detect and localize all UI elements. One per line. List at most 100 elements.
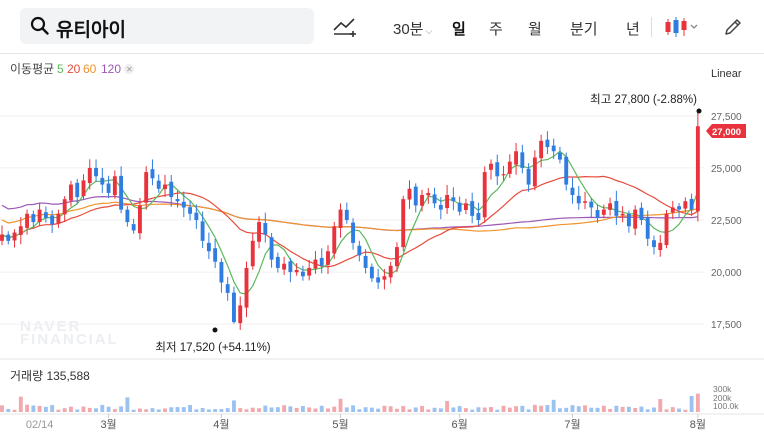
volume-bar xyxy=(620,406,625,412)
period-month-tab[interactable]: 월 xyxy=(528,21,542,38)
volume-bar xyxy=(288,406,293,412)
candle-body xyxy=(25,213,30,228)
candle-body xyxy=(382,276,387,280)
candle-body xyxy=(131,224,136,231)
ma-remove-button[interactable] xyxy=(124,64,134,74)
volume-bar xyxy=(344,407,349,412)
volume-bar xyxy=(507,407,512,412)
volume-bar xyxy=(12,409,17,412)
volume-bar xyxy=(545,405,550,412)
candle-body xyxy=(426,192,431,196)
x-tick-label: 6월 xyxy=(452,418,468,431)
candle-body xyxy=(601,209,606,215)
candle-body xyxy=(43,212,48,218)
candle-body xyxy=(238,305,243,324)
search-icon xyxy=(30,16,49,35)
line-chart-add-icon[interactable] xyxy=(332,14,358,38)
ma-20-line xyxy=(1,175,699,268)
candle-body xyxy=(432,194,437,204)
volume-bar xyxy=(332,406,337,412)
candle-body xyxy=(520,152,525,168)
candle-body xyxy=(300,271,305,277)
period-30min-dropdown[interactable]: 30분 ⌵ xyxy=(393,18,432,39)
period-30min-label: 30분 xyxy=(393,21,424,38)
candle-body xyxy=(570,187,575,195)
y-tick-label: 17,500 xyxy=(711,320,742,331)
volume-bar xyxy=(87,407,92,412)
candle-body xyxy=(564,156,569,185)
candle-body xyxy=(614,201,619,216)
volume-bar xyxy=(382,405,387,412)
volume-bar xyxy=(583,405,587,412)
volume-bar xyxy=(351,405,356,412)
candle-type-icon[interactable] xyxy=(664,16,700,38)
candle-body xyxy=(695,126,700,212)
volume-bar xyxy=(551,399,556,412)
candle-body xyxy=(6,234,11,241)
volume-bar xyxy=(526,409,531,412)
candle-body xyxy=(583,201,587,203)
candle-body xyxy=(31,214,36,223)
volume-bar xyxy=(338,398,343,412)
candle-body xyxy=(294,270,299,273)
candle-body xyxy=(558,152,562,160)
volume-bar xyxy=(94,408,98,412)
volume-bar xyxy=(50,405,55,412)
volume-bar xyxy=(395,408,399,412)
date-axis: 02/143월4월5월6월7월8월9월 xyxy=(26,414,706,431)
volume-bar xyxy=(6,408,11,412)
chart-canvas[interactable]: NAVER FINANCIAL 이동평균 5 20 60 120 ✕ Linea… xyxy=(0,55,764,433)
volume-bar xyxy=(401,406,406,412)
candle-body xyxy=(62,199,67,215)
volume-bar xyxy=(601,405,606,412)
ma-20-label: 20 xyxy=(67,62,81,76)
candle-body xyxy=(658,242,663,251)
candle-body xyxy=(200,221,205,241)
candle-body xyxy=(457,202,462,212)
stock-chart[interactable]: NAVER FINANCIAL 이동평균 5 20 60 120 ✕ Linea… xyxy=(0,55,764,433)
period-quarter-tab[interactable]: 분기 xyxy=(570,21,598,38)
candle-body xyxy=(94,167,98,177)
candle-body xyxy=(18,226,23,235)
volume-bar xyxy=(244,409,249,412)
y-tick-label: 27,500 xyxy=(711,112,742,123)
candle-body xyxy=(326,251,330,265)
candle-body xyxy=(112,176,117,196)
candle-body xyxy=(532,157,537,187)
candle-body xyxy=(445,195,450,209)
toolbar-divider xyxy=(651,17,652,37)
pencil-icon[interactable] xyxy=(723,17,743,37)
volume-bar xyxy=(163,408,167,412)
volume-bar xyxy=(275,407,280,412)
volume-bar xyxy=(695,393,700,412)
high-marker xyxy=(696,108,702,114)
x-tick-label: 7월 xyxy=(564,418,580,431)
volume-bar xyxy=(576,406,581,412)
candle-body xyxy=(489,163,493,170)
candle-body xyxy=(357,245,362,256)
candle-body xyxy=(175,199,180,202)
volume-bar xyxy=(357,409,362,412)
period-week-tab[interactable]: 주 xyxy=(489,21,503,38)
volume-bar xyxy=(56,409,61,412)
volume-bar xyxy=(250,407,255,412)
period-day-tab[interactable]: 일 xyxy=(452,21,466,38)
volume-bar xyxy=(539,405,544,412)
period-year-tab[interactable]: 년 xyxy=(626,21,640,38)
candle-body xyxy=(56,213,61,224)
search-box[interactable]: 유티아이 xyxy=(20,8,314,44)
candle-body xyxy=(250,240,255,267)
candle-body xyxy=(576,195,581,204)
scale-linear-toggle[interactable]: Linear xyxy=(711,68,742,80)
candle-body xyxy=(689,198,694,210)
ma-60-line xyxy=(1,201,699,232)
volume-bar xyxy=(677,408,682,412)
volume-bar xyxy=(75,409,80,412)
search-query[interactable]: 유티아이 xyxy=(56,20,126,41)
ma-120-label: 120 xyxy=(101,62,121,76)
candle-body xyxy=(633,209,638,229)
candle-body xyxy=(482,172,487,218)
volume-tick-100k: 100.0k xyxy=(713,401,739,411)
candle-body xyxy=(150,169,155,179)
y-tick-label: 22,500 xyxy=(711,216,742,227)
